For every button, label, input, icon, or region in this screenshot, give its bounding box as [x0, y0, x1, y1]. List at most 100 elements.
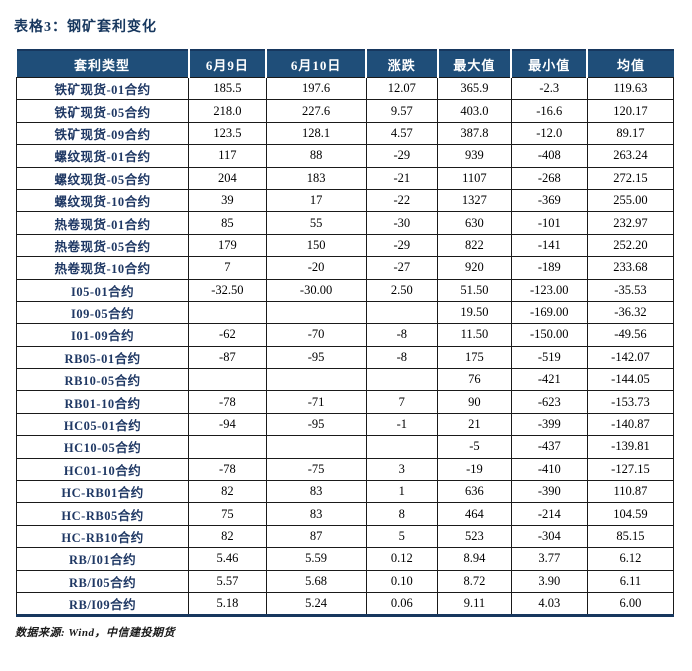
value-cell: 4.57	[365, 121, 439, 146]
value-cell: -29	[365, 233, 439, 258]
value-cell: -36.32	[586, 300, 675, 325]
value-cell: 104.59	[586, 502, 675, 526]
report-page: 表格3：钢矿套利变化 套利类型 6月9日 6月10日 涨跌 最大值 最小值 均值 铁矿现货-…	[14, 20, 675, 640]
table-row: 螺纹现货-10合约 39 17 -22 1327 -369 255.00	[15, 188, 675, 213]
value-cell: 2.50	[365, 278, 439, 302]
value-cell: -369	[510, 188, 588, 213]
table-row: 铁矿现货-09合约 123.5 128.1 4.57 387.8 -12.0 89.17	[15, 121, 675, 146]
row-label-cell: HC01-10合约	[15, 457, 190, 482]
value-cell: 822	[437, 233, 512, 258]
row-label-cell: HC05-01合约	[15, 412, 190, 437]
value-cell: -16.6	[510, 99, 588, 123]
value-cell: 197.6	[265, 76, 367, 101]
data-source-note: 数据来源: Wind，中信建投期货	[15, 627, 175, 640]
table-row: 热卷现货-01合约 85 55 -30 630 -101 232.97	[15, 211, 675, 235]
value-cell: 8.94	[437, 547, 512, 571]
value-cell	[365, 368, 439, 392]
value-cell: 9.57	[365, 99, 439, 123]
value-cell: 0.12	[365, 547, 439, 571]
value-cell: 464	[437, 502, 512, 526]
row-label-cell: I01-09合约	[15, 323, 190, 347]
table-title: 表格3：钢矿套利变化	[14, 20, 157, 35]
value-cell: -304	[510, 524, 588, 549]
value-cell: 82	[188, 524, 267, 549]
row-label-cell: RB/I09合约	[15, 591, 190, 617]
value-cell: 51.50	[437, 278, 512, 302]
value-cell: -150.00	[510, 323, 588, 347]
value-cell: 365.9	[437, 76, 512, 101]
value-cell: 89.17	[586, 121, 675, 146]
value-cell: -421	[510, 368, 588, 392]
value-cell: 0.10	[365, 569, 439, 593]
value-cell: 252.20	[586, 233, 675, 258]
value-cell: -101	[510, 211, 588, 235]
value-cell: -5	[437, 435, 512, 459]
row-label-cell: 铁矿现货-01合约	[15, 76, 190, 101]
row-label-cell: 螺纹现货-05合约	[15, 166, 190, 190]
value-cell: 0.06	[365, 591, 439, 617]
value-cell: 6.00	[586, 591, 675, 617]
value-cell: 6.12	[586, 547, 675, 571]
value-cell: -27	[365, 256, 439, 280]
value-cell: 83	[265, 502, 367, 526]
value-cell: 204	[188, 166, 267, 190]
header-cell-4: 最大值	[436, 50, 512, 78]
value-cell: 110.87	[586, 480, 675, 504]
value-cell: 175	[437, 345, 512, 370]
row-label-cell: RB05-01合约	[15, 345, 190, 370]
value-cell: 5.68	[265, 569, 367, 593]
row-label-cell: RB01-10合约	[15, 390, 190, 414]
table-row: HC01-10合约 -78 -75 3 -19 -410 -127.15	[15, 457, 675, 482]
table-row: I05-01合约 -32.50 -30.00 2.50 51.50 -123.00 -35.…	[15, 278, 675, 302]
value-cell: 255.00	[586, 188, 675, 213]
value-cell: 636	[437, 480, 512, 504]
table-row: HC-RB10合约 82 87 5 523 -304 85.15	[15, 524, 675, 549]
value-cell: -623	[510, 390, 588, 414]
value-cell: 39	[188, 188, 267, 213]
value-cell: 55	[265, 211, 367, 235]
header-cell-2: 6月10日	[265, 50, 366, 78]
value-cell: 1327	[437, 188, 512, 213]
value-cell: -127.15	[586, 457, 675, 482]
value-cell: 233.68	[586, 256, 675, 280]
value-cell: -30.00	[265, 278, 367, 302]
table-row: HC10-05合约 -5 -437 -139.81	[15, 435, 675, 459]
value-cell: 117	[188, 144, 267, 168]
row-label-cell: I05-01合约	[15, 278, 190, 302]
value-cell: -268	[510, 166, 588, 190]
table-row: HC-RB05合约 75 83 8 464 -214 104.59	[15, 502, 675, 526]
value-cell: 7	[188, 256, 267, 280]
value-cell: -62	[188, 323, 267, 347]
value-cell	[265, 435, 367, 459]
value-cell: -19	[437, 457, 512, 482]
value-cell: 76	[437, 368, 512, 392]
value-cell: 185.5	[188, 76, 267, 101]
table-row: 热卷现货-05合约 179 150 -29 822 -141 252.20	[15, 233, 675, 258]
value-cell: -399	[510, 412, 588, 437]
table-row: HC05-01合约 -94 -95 -1 21 -399 -140.87	[15, 412, 675, 437]
value-cell: 5.57	[188, 569, 267, 593]
value-cell: -87	[188, 345, 267, 370]
table-row: RB/I09合约 5.18 5.24 0.06 9.11 4.03 6.00	[15, 591, 675, 617]
value-cell: 4.03	[510, 591, 588, 617]
value-cell	[265, 368, 367, 392]
value-cell: 5.24	[265, 591, 367, 617]
value-cell: 183	[265, 166, 367, 190]
value-cell: -20	[265, 256, 367, 280]
value-cell: -408	[510, 144, 588, 168]
value-cell: 150	[265, 233, 367, 258]
value-cell: -2.3	[510, 76, 588, 101]
value-cell: -49.56	[586, 323, 675, 347]
value-cell: -140.87	[586, 412, 675, 437]
table-header-row: 套利类型 6月9日 6月10日 涨跌 最大值 最小值 均值	[16, 50, 674, 78]
value-cell: -142.07	[586, 345, 675, 370]
value-cell: -78	[188, 390, 267, 414]
value-cell: -8	[365, 345, 439, 370]
header-cell-5: 最小值	[510, 50, 588, 78]
value-cell: 179	[188, 233, 267, 258]
value-cell: -139.81	[586, 435, 675, 459]
value-cell: 75	[188, 502, 267, 526]
value-cell: -8	[365, 323, 439, 347]
value-cell: -153.73	[586, 390, 675, 414]
table-row: 热卷现货-10合约 7 -20 -27 920 -189 233.68	[15, 256, 675, 280]
